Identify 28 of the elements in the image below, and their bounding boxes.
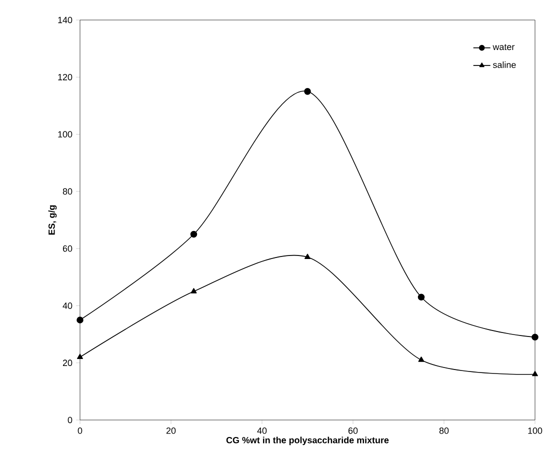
x-tick-label: 80 xyxy=(439,428,449,434)
x-tick-label: 0 xyxy=(78,428,82,434)
legend-label: saline xyxy=(493,61,516,68)
point xyxy=(532,370,538,376)
x-tick-label: 60 xyxy=(348,428,358,434)
legend-label: water xyxy=(492,44,515,50)
point xyxy=(304,88,311,95)
point xyxy=(532,334,538,341)
y-axis-title: ES, g/g xyxy=(48,205,57,235)
x-tick-label: 100 xyxy=(528,428,542,434)
y-tick-label: 140 xyxy=(58,16,72,24)
point xyxy=(190,230,198,238)
y-tick-label: 80 xyxy=(62,188,72,195)
y-tick-label: 60 xyxy=(62,245,72,252)
point xyxy=(304,254,310,260)
point xyxy=(418,356,424,362)
point xyxy=(76,316,84,324)
x-tick-label: 20 xyxy=(166,428,176,434)
y-tick-label: 40 xyxy=(62,302,72,309)
point xyxy=(190,288,197,294)
y-tick-label: 20 xyxy=(62,360,72,366)
y-tick-label: 120 xyxy=(58,74,72,80)
y-tick-label: 100 xyxy=(58,131,72,138)
y-tick-label: 0 xyxy=(68,416,72,424)
x-tick-label: 40 xyxy=(257,428,267,434)
point xyxy=(77,354,83,360)
point xyxy=(418,294,425,301)
x-axis-title: CG %wt in the polysaccharide mixture xyxy=(226,436,389,446)
